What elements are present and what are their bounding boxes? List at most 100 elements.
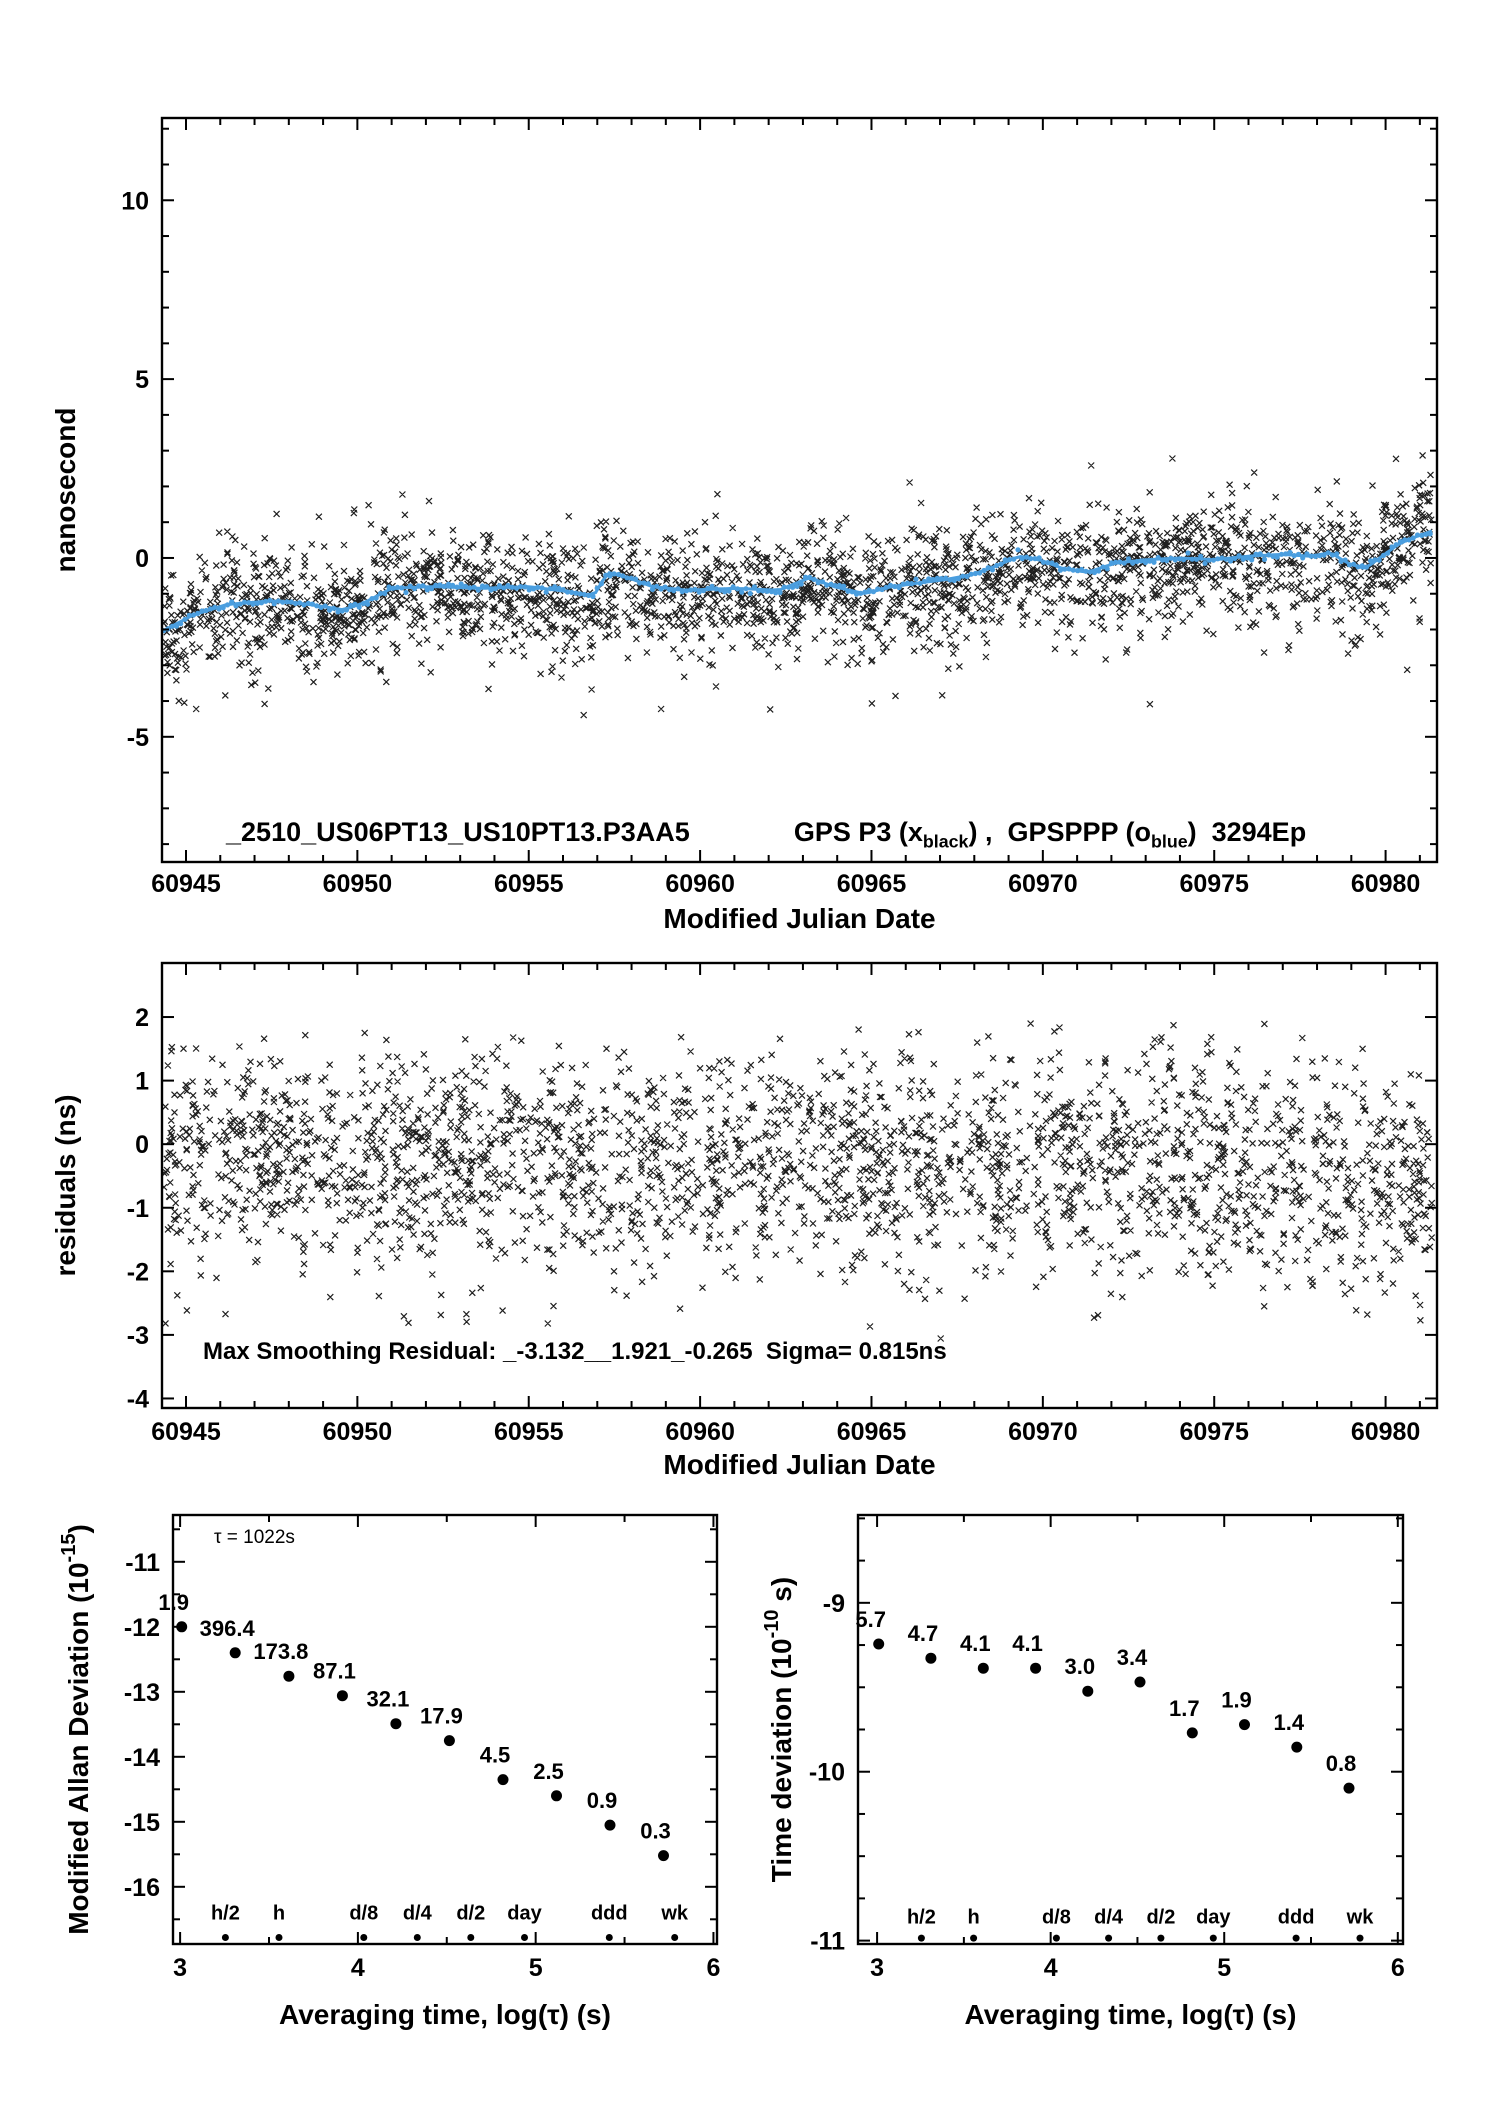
madev-point xyxy=(443,1735,455,1747)
y-tick-label: -11 xyxy=(125,1549,160,1577)
gpsppp-smoothed-marker xyxy=(445,581,452,587)
gpsppp-smoothed-marker xyxy=(989,567,996,573)
gpsppp-smoothed-marker xyxy=(1342,557,1348,563)
gpsppp-smoothed-marker xyxy=(1219,555,1225,561)
gpsppp-smoothed-marker xyxy=(1113,559,1119,565)
gpsppp-smoothed-marker xyxy=(292,600,299,607)
gpsppp-smoothed-marker xyxy=(1244,555,1251,561)
legend-epochs-text: ) 3294Ep xyxy=(1187,817,1307,847)
y-tick-label: -14 xyxy=(124,1744,160,1772)
residuals-ylabel: residuals (ns) xyxy=(50,1094,81,1276)
gpsppp-smoothed-marker xyxy=(938,576,945,582)
gpsppp-smoothed-marker xyxy=(1210,557,1217,563)
gpsppp-smoothed-marker xyxy=(802,574,809,580)
y-tick-label: -5 xyxy=(127,724,149,752)
gpsppp-smoothed-marker xyxy=(1278,551,1285,557)
gpsppp-smoothed-marker xyxy=(207,606,214,612)
tdev-value-label: 1.9 xyxy=(1221,1688,1252,1713)
gpsppp-smoothed-marker xyxy=(220,605,226,611)
gpsppp-smoothed-marker xyxy=(887,582,894,589)
tau-dot xyxy=(467,1934,475,1941)
gpsppp-smoothed-marker xyxy=(1274,554,1280,560)
gpsppp-smoothed-marker xyxy=(1308,553,1314,559)
gpsppp-smoothed-marker xyxy=(824,582,830,588)
x-tick-label: 60950 xyxy=(323,870,393,898)
gpsppp-smoothed-marker xyxy=(1028,556,1034,562)
gpsppp-smoothed-marker xyxy=(1423,531,1429,537)
gpsppp-smoothed-marker xyxy=(1406,537,1412,543)
gpsppp-smoothed-marker xyxy=(1223,556,1229,562)
gpsppp-smoothed-marker xyxy=(1240,556,1246,562)
gpsppp-smoothed-marker xyxy=(666,587,673,593)
tdev-value-label: 4.1 xyxy=(1012,1631,1043,1656)
gpsppp-smoothed-marker xyxy=(1155,555,1161,561)
gpsppp-smoothed-marker xyxy=(199,608,205,614)
y-tick-label: -13 xyxy=(124,1679,160,1707)
gpsppp-smoothed-marker xyxy=(832,583,838,589)
gpsppp-smoothed-marker xyxy=(237,601,243,607)
gpsppp-smoothed-marker xyxy=(1002,557,1008,563)
gpsppp-smoothed-marker xyxy=(798,581,804,587)
gpsppp-smoothed-marker xyxy=(866,587,872,594)
gpsppp-smoothed-marker xyxy=(348,602,354,609)
gpsppp-smoothed-marker xyxy=(195,610,201,617)
tau-label: wk xyxy=(660,1902,689,1924)
gpsppp-smoothed-marker xyxy=(169,623,175,629)
gpsppp-smoothed-marker xyxy=(985,565,991,571)
tau-dot xyxy=(1209,1934,1217,1942)
tau-label: h/2 xyxy=(211,1902,240,1924)
tau-label: d/4 xyxy=(1094,1907,1124,1929)
tdev-xlabel: Averaging time, log(τ) (s) xyxy=(965,1999,1297,2030)
tau-dot xyxy=(275,1934,283,1941)
madev-point xyxy=(658,1850,669,1862)
gpsppp-smoothed-marker xyxy=(981,567,987,574)
gps-p3-points xyxy=(162,451,1435,719)
gpsppp-smoothed-marker xyxy=(356,604,362,610)
gpsppp-smoothed-marker xyxy=(926,576,932,582)
gpsppp-smoothed-marker xyxy=(552,584,558,590)
gpsppp-smoothed-marker xyxy=(790,584,796,590)
y-tick-label: 5 xyxy=(135,366,149,394)
gpsppp-smoothed-marker xyxy=(1057,567,1064,573)
tdev-value-label: 3.4 xyxy=(1117,1645,1148,1670)
gpsppp-smoothed-marker xyxy=(777,590,783,596)
gpsppp-smoothed-marker xyxy=(1393,542,1399,548)
gpsppp-smoothed-marker xyxy=(1185,550,1191,556)
gpsppp-smoothed-marker xyxy=(662,584,668,590)
y-tick-label: 10 xyxy=(121,187,149,215)
x-tick-label: 6 xyxy=(706,1954,720,1982)
gpsppp-smoothed-marker xyxy=(1079,566,1085,573)
madev-point xyxy=(283,1670,295,1682)
y-tick-label: 2 xyxy=(135,1004,149,1032)
gpsppp-smoothed-marker xyxy=(1232,555,1238,562)
tdev-point xyxy=(1186,1727,1198,1739)
x-tick-label: 60965 xyxy=(837,1418,907,1446)
gpsppp-smoothed-marker xyxy=(671,588,677,594)
gpsppp-smoothed-marker xyxy=(615,571,622,578)
x-tick-label: 5 xyxy=(1217,1954,1231,1982)
gpsppp-smoothed-marker xyxy=(1215,556,1221,562)
gpsppp-smoothed-marker xyxy=(1249,557,1255,563)
gpsppp-smoothed-marker xyxy=(407,583,413,589)
x-tick-label: 60970 xyxy=(1008,1418,1078,1446)
gpsppp-smoothed-marker xyxy=(263,598,269,604)
gpsppp-smoothed-marker xyxy=(1270,553,1276,560)
x-tick-label: 60945 xyxy=(151,1418,221,1446)
gpsppp-smoothed-marker xyxy=(246,600,252,606)
gpsppp-smoothed-marker xyxy=(343,607,350,613)
gpsppp-smoothed-marker xyxy=(1125,556,1132,562)
x-tick-label: 60950 xyxy=(323,1418,393,1446)
gpsppp-smoothed-marker xyxy=(186,612,192,618)
tdev-value-label: 5.7 xyxy=(855,1607,886,1632)
gpsppp-smoothed-marker xyxy=(1202,560,1208,566)
plot-box xyxy=(171,1513,719,1946)
y-tick-label: -10 xyxy=(809,1759,845,1787)
gpsppp-smoothed-marker xyxy=(326,607,333,613)
madev-ylabel: Modified Allan Deviation (10-15) xyxy=(58,1524,94,1935)
gpsppp-smoothed-marker xyxy=(688,587,694,593)
tau-label: d/4 xyxy=(403,1902,433,1924)
gpsppp-smoothed-marker xyxy=(1198,553,1204,560)
tau-dot xyxy=(413,1934,421,1941)
gpsppp-smoothed-marker xyxy=(892,583,898,590)
gpsppp-smoothed-marker xyxy=(1091,569,1098,576)
